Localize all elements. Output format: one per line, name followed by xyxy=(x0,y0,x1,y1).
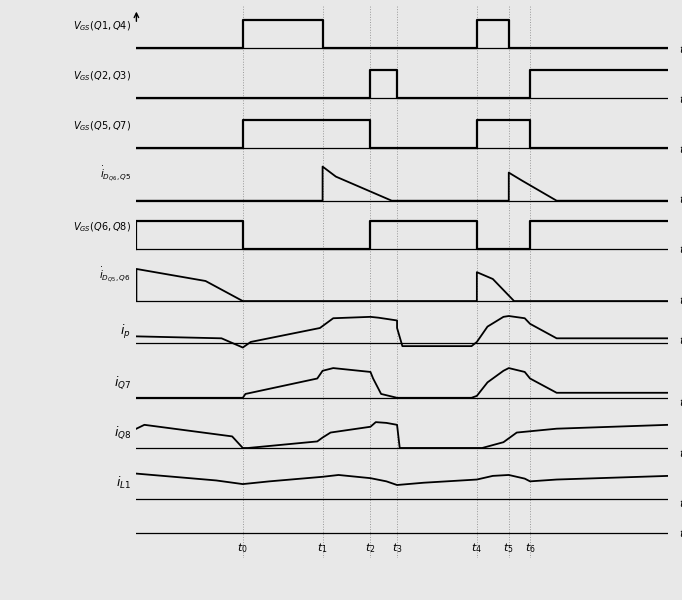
Text: $t$: $t$ xyxy=(679,397,682,409)
Text: $t$: $t$ xyxy=(679,527,682,539)
Text: $\dot{i}_{D_{Q5},Q6}$: $\dot{i}_{D_{Q5},Q6}$ xyxy=(100,265,131,284)
Text: $t$: $t$ xyxy=(679,93,682,105)
Text: $t_0$: $t_0$ xyxy=(237,542,248,556)
Text: $V_{GS}(Q1,Q4)$: $V_{GS}(Q1,Q4)$ xyxy=(73,19,131,33)
Text: $i_{L1}$: $i_{L1}$ xyxy=(116,475,131,491)
Text: $\dot{i}_{D_{Q6},Q5}$: $\dot{i}_{D_{Q6},Q5}$ xyxy=(100,165,131,184)
Text: $V_{GS}(Q6,Q8)$: $V_{GS}(Q6,Q8)$ xyxy=(73,220,131,233)
Text: $i_p$: $i_p$ xyxy=(121,323,131,341)
Text: $t$: $t$ xyxy=(679,143,682,155)
Text: $t$: $t$ xyxy=(679,193,682,205)
Text: $i_{Q8}$: $i_{Q8}$ xyxy=(114,424,131,441)
Text: $V_{GS}(Q2,Q3)$: $V_{GS}(Q2,Q3)$ xyxy=(73,70,131,83)
Text: $V_{GS}(Q5,Q7)$: $V_{GS}(Q5,Q7)$ xyxy=(73,119,131,133)
Text: $t_5$: $t_5$ xyxy=(503,542,514,556)
Text: $t$: $t$ xyxy=(679,497,682,509)
Text: $t$: $t$ xyxy=(679,293,682,305)
Text: $t_6$: $t_6$ xyxy=(524,542,535,556)
Text: $t$: $t$ xyxy=(679,43,682,55)
Text: $t_1$: $t_1$ xyxy=(317,542,328,556)
Text: $t$: $t$ xyxy=(679,334,682,346)
Text: $t_3$: $t_3$ xyxy=(391,542,402,556)
Text: $i_{Q7}$: $i_{Q7}$ xyxy=(114,374,131,391)
Text: $t$: $t$ xyxy=(679,244,682,256)
Text: $t_4$: $t_4$ xyxy=(471,542,482,556)
Text: $t_2$: $t_2$ xyxy=(366,542,376,556)
Text: $t$: $t$ xyxy=(679,446,682,458)
